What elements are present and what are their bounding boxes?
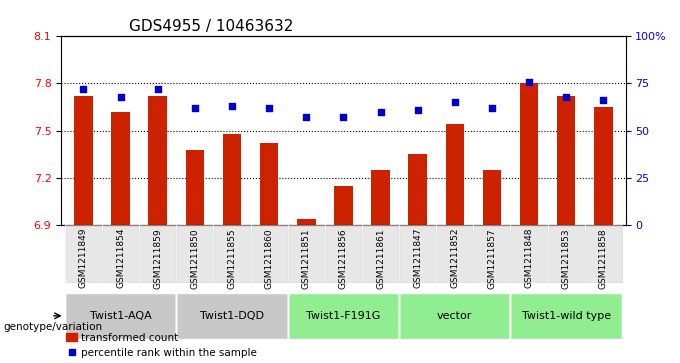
Bar (520, 83, 539, 225)
Text: GSM1211850: GSM1211850 (190, 228, 199, 289)
Bar (176, 225, 214, 283)
Text: GSM1211855: GSM1211855 (228, 228, 237, 289)
Text: GSM1211847: GSM1211847 (413, 228, 422, 289)
Legend: transformed count, percentile rank within the sample: transformed count, percentile rank withi… (67, 333, 257, 358)
Text: GSM1211851: GSM1211851 (302, 228, 311, 289)
Text: GSM1211856: GSM1211856 (339, 228, 348, 289)
Point (264, 105, 275, 111)
Bar (511, 225, 547, 283)
Point (412, 107, 423, 113)
Text: Twist1-AQA: Twist1-AQA (90, 311, 152, 321)
FancyBboxPatch shape (399, 293, 511, 339)
Text: GSM1211853: GSM1211853 (562, 228, 571, 289)
Point (78, 86, 89, 92)
Point (524, 79, 534, 85)
Bar (473, 225, 511, 283)
Text: GSM1211858: GSM1211858 (599, 228, 608, 289)
Point (486, 105, 497, 111)
Bar (250, 225, 288, 283)
Bar (223, 134, 241, 225)
Bar (112, 112, 130, 225)
Point (375, 109, 386, 115)
Bar (297, 219, 316, 225)
Text: GSM1211849: GSM1211849 (79, 228, 88, 289)
Bar (325, 225, 362, 283)
Text: GSM1211860: GSM1211860 (265, 228, 273, 289)
Point (115, 94, 126, 99)
Bar (102, 225, 139, 283)
Text: GDS4955 / 10463632: GDS4955 / 10463632 (129, 19, 293, 34)
Text: GSM1211861: GSM1211861 (376, 228, 385, 289)
Text: GSM1211859: GSM1211859 (153, 228, 163, 289)
FancyBboxPatch shape (511, 293, 622, 339)
Bar (139, 225, 176, 283)
Bar (437, 225, 473, 283)
Point (301, 115, 311, 121)
Bar (371, 170, 390, 225)
Bar (594, 107, 613, 225)
Bar (74, 96, 92, 225)
Text: GSM1211848: GSM1211848 (524, 228, 534, 289)
Point (226, 103, 237, 109)
Bar (65, 225, 102, 283)
Bar (547, 225, 585, 283)
Bar (409, 154, 427, 225)
Bar (585, 225, 622, 283)
Bar (445, 125, 464, 225)
Text: vector: vector (437, 311, 473, 321)
Point (190, 105, 201, 111)
Bar (148, 96, 167, 225)
Point (338, 115, 349, 121)
Bar (557, 96, 575, 225)
Point (561, 94, 572, 99)
Bar (288, 225, 325, 283)
Text: genotype/variation: genotype/variation (3, 322, 103, 332)
Text: GSM1211854: GSM1211854 (116, 228, 125, 289)
Bar (483, 170, 501, 225)
Text: Twist1-F191G: Twist1-F191G (306, 311, 381, 321)
Bar (362, 225, 399, 283)
FancyBboxPatch shape (176, 293, 288, 339)
Text: Twist1-wild type: Twist1-wild type (522, 311, 611, 321)
Bar (334, 186, 353, 225)
Bar (186, 150, 204, 225)
FancyBboxPatch shape (65, 293, 176, 339)
Text: GSM1211852: GSM1211852 (450, 228, 459, 289)
Bar (214, 225, 250, 283)
Point (449, 99, 460, 105)
Text: Twist1-DQD: Twist1-DQD (200, 311, 264, 321)
Text: GSM1211857: GSM1211857 (488, 228, 496, 289)
Point (152, 86, 163, 92)
Bar (260, 143, 278, 225)
Bar (399, 225, 437, 283)
Point (598, 98, 609, 103)
FancyBboxPatch shape (288, 293, 399, 339)
